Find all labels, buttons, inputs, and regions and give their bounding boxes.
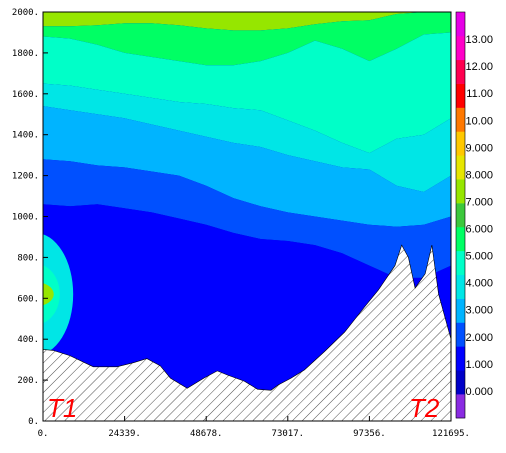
colorbar-tick-2: 2.000	[465, 332, 493, 344]
y-tick-label-1: 200.	[17, 376, 39, 386]
colorbar-segment-10	[456, 155, 465, 180]
colorbar-tick-10: 10.00	[465, 115, 493, 127]
y-tick-label-4: 800.	[17, 253, 39, 263]
contour-band-2	[43, 32, 451, 154]
colorbar-tick-7: 7.000	[465, 196, 493, 208]
contour-band-0	[43, 12, 451, 31]
colorbar-segment-7	[456, 226, 465, 252]
contour-band-1	[43, 12, 451, 66]
colorbar-frame	[455, 11, 466, 419]
y-tick-label-2: 400.	[17, 335, 39, 345]
colorbar-tick-12: 12.00	[465, 61, 493, 73]
contour-band-3	[43, 83, 451, 192]
colorbar-tick-4: 4.000	[465, 278, 493, 290]
colorbar-segment-13	[456, 83, 465, 108]
x-tick-label-0: 0.	[38, 429, 49, 439]
colorbar-segment-16	[456, 12, 465, 37]
colorbar-segment-3	[456, 322, 465, 347]
colorbar-tick-11: 11.00	[466, 88, 493, 100]
plot-area	[43, 12, 451, 421]
y-axis: 0. 200. 400. 600. 800. 1000. 1200. 1400. 1600. 18…	[12, 8, 48, 427]
colorbar-tick-0: 0.000	[465, 386, 493, 398]
x-tick-label-1: 24339.	[108, 429, 141, 439]
colorbar-segment-8	[456, 203, 465, 228]
colorbar-tick-5: 5.000	[465, 251, 493, 263]
colorbar: 0.000 1.000 2.000 3.000 4.000 5.000 6.000 7.000…	[455, 11, 493, 419]
x-tick-label-2: 48678.	[190, 429, 223, 439]
colorbar-segment-5	[456, 274, 465, 299]
station-marker-t1: T1	[47, 393, 77, 423]
x-tick-label-3: 73017.	[272, 429, 305, 439]
colorbar-tick-1: 1.000	[465, 359, 493, 371]
colorbar-segment-11	[456, 131, 465, 156]
colorbar-segment-4	[456, 298, 465, 323]
x-tick-label-5: 121695.	[432, 429, 470, 439]
y-tick-label-3: 600.	[17, 294, 39, 304]
colorbar-segment-14	[456, 59, 465, 84]
colorbar-tick-9: 9.000	[465, 142, 493, 154]
colorbar-tick-13: 13.00	[465, 34, 493, 46]
terrain-mask	[43, 244, 451, 421]
x-tick-label-4: 97356.	[353, 429, 386, 439]
y-tick-label-6: 1200.	[12, 172, 39, 182]
station-marker-t2: T2	[409, 393, 440, 423]
y-tick-label-0: 0.	[28, 417, 39, 427]
colorbar-segment-9	[456, 179, 465, 204]
y-tick-label-9: 1800.	[12, 49, 39, 59]
colorbar-segment-6	[456, 250, 465, 275]
y-tick-label-10: 2000.	[12, 8, 39, 18]
colorbar-tick-3: 3.000	[465, 305, 493, 317]
colorbar-segment-12	[456, 107, 465, 132]
y-tick-label-8: 1600.	[12, 90, 39, 100]
x-axis: 0. 24339. 48678. 73017. 97356. 121695.	[38, 416, 470, 439]
colorbar-segment-1	[456, 370, 465, 395]
y-tick-label-7: 1400.	[12, 131, 39, 141]
colorbar-segment-0	[456, 394, 465, 419]
colorbar-tick-6: 6.000	[465, 224, 493, 236]
contour-band-4	[43, 106, 451, 227]
colorbar-segment-15	[456, 35, 465, 61]
y-tick-label-5: 1000.	[12, 213, 39, 223]
contour-maximum-2	[43, 283, 54, 306]
colorbar-segment-2	[456, 346, 465, 371]
colorbar-tick-8: 8.000	[465, 169, 493, 181]
contour-band-5	[43, 159, 451, 278]
